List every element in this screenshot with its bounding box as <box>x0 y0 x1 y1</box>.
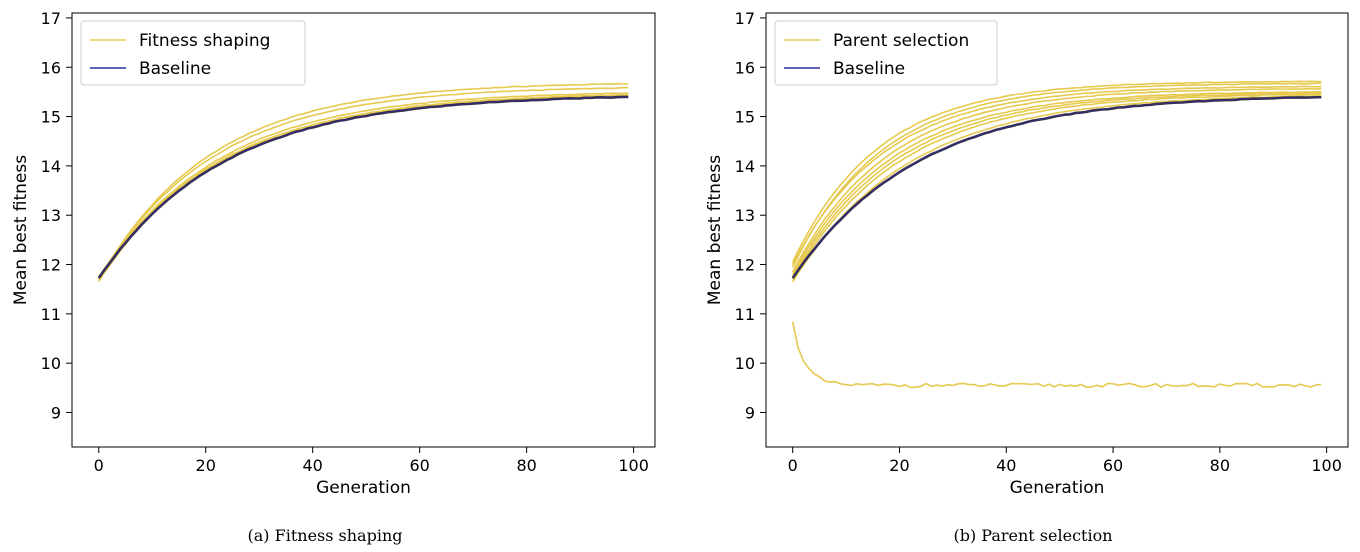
series-line-variant <box>792 92 1322 277</box>
series-line-variant <box>791 87 1322 273</box>
chart-fitness-shaping: 0 20 40 60 80 100 9 10 11 12 13 14 15 16 17 Generation M… <box>11 9 656 545</box>
plot-frame <box>71 12 656 448</box>
series-line-variant <box>791 80 1322 263</box>
series-line-variant <box>791 85 1322 266</box>
y-tick-label: 13 <box>735 206 755 225</box>
y-axis-title: Mean best fitness <box>11 155 31 305</box>
x-tick-label: 20 <box>889 456 909 475</box>
y-tick-label: 17 <box>41 9 61 28</box>
y-tick-label: 12 <box>735 256 755 275</box>
y-tick-label: 16 <box>735 58 755 77</box>
y-axis-title: Mean best fitness <box>705 155 725 305</box>
y-tick-label: 15 <box>41 108 61 127</box>
series-line-variant <box>98 94 629 278</box>
x-tick-label: 80 <box>1210 456 1230 475</box>
x-tick-label: 0 <box>94 456 104 475</box>
series-line-variant <box>792 94 1322 283</box>
y-tick-label: 14 <box>41 157 61 176</box>
series-line-variant <box>98 86 629 281</box>
y-tick-label: 17 <box>735 9 755 28</box>
y-tick-label: 12 <box>41 256 61 275</box>
series-line-baseline <box>98 96 629 279</box>
y-tick-label: 15 <box>735 108 755 127</box>
y-tick-label: 9 <box>51 403 61 422</box>
y-tick-label: 14 <box>735 157 755 176</box>
legend-label: Baseline <box>833 59 905 79</box>
legend-label: Parent selection <box>833 31 969 51</box>
x-tick-label: 0 <box>788 456 798 475</box>
figure-caption: (b) Parent selection <box>953 526 1112 545</box>
y-tick-label: 10 <box>41 354 61 373</box>
series-line-variant <box>98 82 629 281</box>
series-line-baseline <box>792 96 1322 279</box>
x-tick-label: 40 <box>303 456 323 475</box>
legend: Parent selection Baseline <box>774 20 998 86</box>
series-line-variant <box>791 82 1322 268</box>
legend: Fitness shaping Baseline <box>80 20 306 86</box>
series-line-variant <box>792 93 1322 280</box>
y-tick-label: 13 <box>41 206 61 225</box>
x-tick-label: 60 <box>409 456 429 475</box>
series-line-variant <box>98 92 629 279</box>
x-axis-title: Generation <box>316 478 411 498</box>
x-axis-title: Generation <box>1010 478 1105 498</box>
y-tick-label: 9 <box>745 403 755 422</box>
plot-frame <box>765 12 1349 448</box>
y-tick-label: 11 <box>41 305 61 324</box>
y-tick-label: 11 <box>735 305 755 324</box>
series-line-variant <box>791 321 1322 389</box>
chart-parent-selection: 0 20 40 60 80 100 9 10 11 12 13 14 15 16 17 Generation M… <box>705 9 1349 545</box>
y-tick-label: 16 <box>41 58 61 77</box>
legend-box <box>774 20 998 86</box>
x-tick-label: 60 <box>1103 456 1123 475</box>
x-tick-label: 100 <box>1311 456 1342 475</box>
x-tick-label: 40 <box>996 456 1016 475</box>
legend-label: Baseline <box>139 59 211 79</box>
x-tick-label: 100 <box>618 456 649 475</box>
y-tick-label: 10 <box>735 354 755 373</box>
series-line-variant <box>791 90 1322 276</box>
legend-label: Fitness shaping <box>139 31 270 51</box>
x-tick-label: 80 <box>516 456 536 475</box>
x-tick-label: 20 <box>196 456 216 475</box>
legend-box <box>80 20 306 86</box>
figure-caption: (a) Fitness shaping <box>248 526 403 545</box>
